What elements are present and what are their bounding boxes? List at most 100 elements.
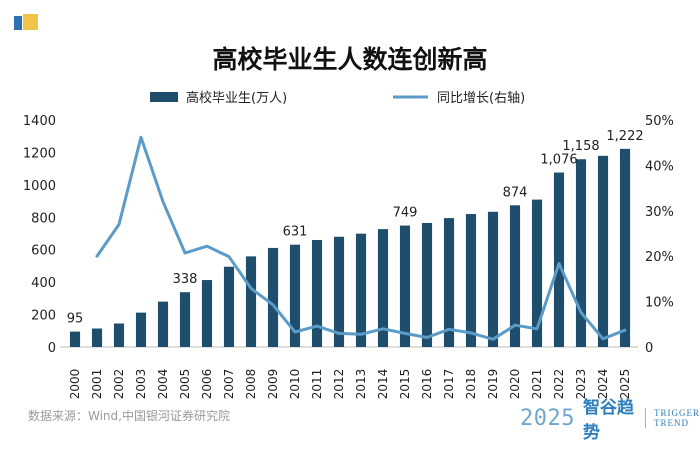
y-right-tick-label: 0 (645, 341, 653, 356)
growth-point (579, 311, 583, 314)
bar-data-label: 749 (393, 206, 418, 221)
bar (333, 236, 345, 347)
bar (91, 328, 103, 347)
x-tick-label: 2006 (200, 369, 214, 400)
y-right-tick-label: 30% (645, 205, 674, 220)
growth-point (403, 332, 407, 335)
brand-name-en: TRIGGER TREND (654, 408, 700, 428)
brand-name-en-line1: TRIGGER (654, 408, 700, 418)
growth-point (95, 255, 99, 258)
bar (487, 211, 499, 347)
growth-point (425, 336, 429, 339)
corner-logo-icon (14, 14, 38, 30)
growth-point (139, 136, 143, 139)
x-tick-label: 2003 (134, 369, 148, 400)
growth-point (447, 328, 451, 331)
bar (289, 244, 301, 347)
x-tick-label: 2004 (156, 369, 170, 400)
x-tick-label: 2025 (618, 369, 632, 400)
bar (267, 247, 279, 347)
x-tick-label: 2018 (464, 369, 478, 400)
y-right-tick-label: 20% (645, 250, 674, 265)
bar (355, 233, 367, 347)
bar-data-label: 95 (67, 312, 84, 327)
growth-point (557, 262, 561, 265)
y-left-tick-label: 1200 (23, 146, 56, 161)
x-tick-label: 2010 (288, 369, 302, 400)
brand-name-cn: 智谷趋势 (582, 398, 634, 443)
bar (311, 239, 323, 347)
x-tick-label: 2009 (266, 369, 280, 400)
growth-point (623, 329, 627, 332)
y-right-tick-label: 10% (645, 296, 674, 311)
y-right-tick-label: 40% (645, 159, 674, 174)
bar (135, 312, 147, 347)
x-tick-label: 2017 (442, 369, 456, 400)
growth-point (205, 245, 209, 248)
legend-line-label: 同比增长(右轴) (437, 91, 525, 106)
x-tick-label: 2007 (222, 369, 236, 400)
x-tick-label: 2022 (552, 369, 566, 400)
bar (245, 256, 257, 347)
growth-point (227, 255, 231, 258)
x-tick-label: 2013 (354, 369, 368, 400)
bar (201, 280, 213, 347)
bar (421, 222, 433, 347)
bar (597, 155, 609, 347)
bar (113, 323, 125, 347)
x-tick-label: 2021 (530, 369, 544, 400)
y-left-tick-label: 1400 (23, 114, 56, 129)
bar (399, 225, 411, 347)
x-tick-label: 2001 (90, 369, 104, 400)
bar-data-label: 1,158 (562, 139, 599, 154)
growth-point (359, 333, 363, 336)
bar (69, 331, 81, 347)
bar (531, 199, 543, 347)
bar-data-label: 1,222 (606, 129, 643, 144)
y-right-tick-label: 50% (645, 114, 674, 129)
growth-point (469, 331, 473, 335)
chart-title: 高校毕业生人数连创新高 (212, 45, 487, 74)
growth-point (161, 200, 165, 203)
legend-bar-swatch (150, 92, 178, 102)
x-tick-label: 2024 (596, 369, 610, 400)
x-tick-label: 2000 (68, 369, 82, 400)
bar (443, 218, 455, 347)
bar (157, 301, 169, 347)
bar-data-label: 874 (503, 185, 528, 200)
x-tick-label: 2002 (112, 369, 126, 400)
bar (575, 159, 587, 347)
x-tick-label: 2005 (178, 369, 192, 400)
y-left-tick-label: 800 (31, 211, 56, 226)
x-tick-label: 2012 (332, 369, 346, 400)
source-note: 数据来源：Wind,中国银河证券研究院 (28, 409, 230, 423)
growth-point (183, 251, 187, 255)
brand-name-en-line2: TREND (654, 418, 689, 428)
x-tick-label: 2008 (244, 369, 258, 400)
growth-point (491, 338, 495, 341)
brand-divider (645, 408, 646, 428)
growth-point (535, 327, 539, 331)
bar (553, 172, 565, 347)
growth-point (293, 330, 297, 334)
bar (619, 148, 631, 347)
legend-bar-label: 高校毕业生(万人) (186, 90, 287, 106)
growth-point (249, 287, 253, 290)
y-left-tick-label: 1000 (23, 179, 56, 194)
x-tick-label: 2019 (486, 369, 500, 400)
brand-year: 2025 (520, 405, 575, 431)
x-tick-label: 2015 (398, 369, 412, 400)
bar (377, 229, 389, 347)
x-tick-label: 2020 (508, 369, 522, 400)
growth-point (381, 327, 385, 331)
x-tick-label: 2014 (376, 369, 390, 400)
brand-logo: 2025 智谷趋势 TRIGGER TREND (520, 398, 700, 443)
bar (223, 266, 235, 347)
growth-point (315, 324, 319, 328)
y-left-tick-label: 400 (31, 276, 56, 291)
growth-point (117, 223, 121, 226)
bar (509, 205, 521, 347)
y-left-tick-label: 0 (48, 341, 56, 356)
